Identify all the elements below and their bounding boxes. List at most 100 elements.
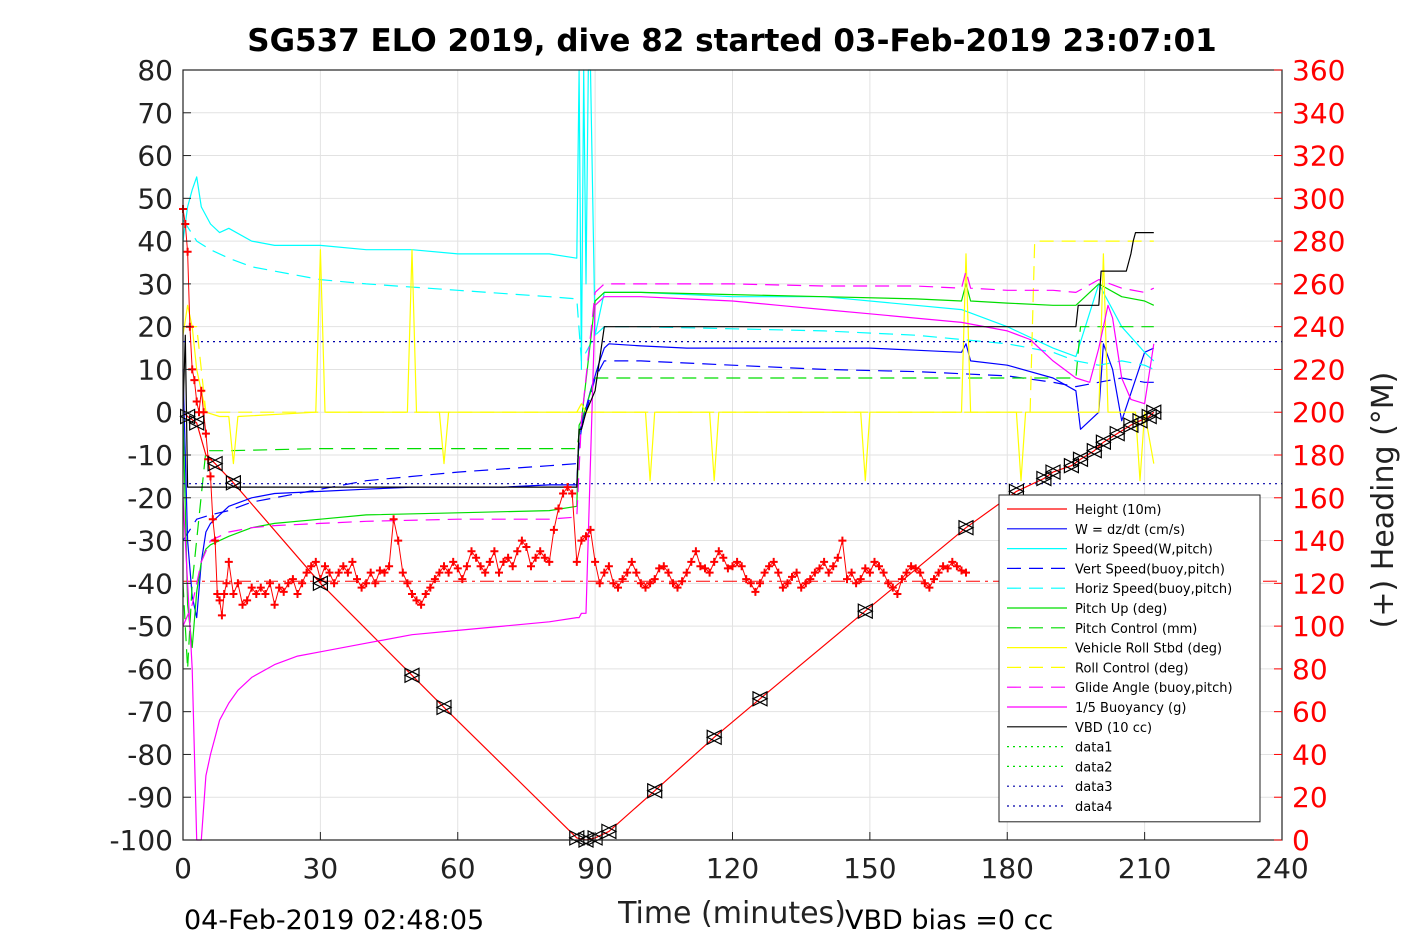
heading-point [861,564,870,573]
legend-label: Vehicle Roll Stbd (deg) [1075,642,1222,657]
heading-point [655,564,664,573]
heading-point [197,386,206,395]
heading-point [211,536,220,545]
y-axis-right: 3603403203002802602402202001801601401201… [1274,54,1345,857]
heading-point [572,557,581,566]
y-right-tick-label: 140 [1292,525,1345,558]
heading-point [545,557,554,566]
series-line-8 [183,240,1154,413]
heading-point [852,579,861,588]
y-tick-label: -20 [127,482,173,515]
heading-point [293,590,302,598]
heading-point [217,611,226,620]
legend-label: Pitch Control (mm) [1075,622,1197,637]
y-right-tick-label: 240 [1292,311,1345,344]
x-tick-label: 210 [1118,852,1171,885]
heading-point [215,596,224,605]
legend-label: Pitch Up (deg) [1075,602,1167,617]
y-axis-left: 80 70 60 50 40 30 20 10 0 -10 -20 -30 -40 -50 -60 -70 -8… [109,54,191,857]
heading-point [595,579,604,588]
heading-point [865,568,874,577]
heading-point [788,572,796,581]
heading-point [769,557,778,566]
heading-point [920,579,929,588]
heading-point [270,600,279,609]
heading-point [426,583,435,592]
heading-point [417,600,426,609]
y-right-tick-label: 60 [1292,696,1328,729]
heading-point [321,562,329,571]
heading-point [208,515,217,524]
height-marker-back [600,823,617,840]
end-timestamp: 04-Feb-2019 02:48:05 [184,905,484,936]
height-marker-back [705,729,722,746]
heading-point [389,515,398,524]
series-line-3 [182,360,1154,541]
heading-point [302,568,311,577]
heading-point [563,483,572,492]
heading-point [449,557,458,566]
heading-point [957,566,966,575]
heading-point [199,408,208,417]
heading-point [897,575,906,584]
heading-point [334,568,343,577]
series-line-4 [182,219,1155,370]
heading-point [554,504,563,513]
heading-point [879,568,888,577]
heading-point [353,575,361,584]
heading-point [568,489,577,498]
heading-point [714,547,723,556]
heading-point [614,583,622,592]
heading-point [893,590,902,598]
heading-point [691,547,700,556]
y-right-tick-label: 0 [1292,824,1310,857]
heading-point [430,575,439,584]
heading-point [275,583,284,592]
heading-point [664,568,673,577]
legend-label: Horiz Speed(W,pitch) [1075,543,1213,558]
heading-point [256,583,265,592]
height-marker-back [312,575,328,592]
heading-point [485,557,494,566]
heading-point [650,575,659,584]
heading-point [307,562,316,571]
y-tick-label: 0 [155,396,173,429]
heading-point [206,472,215,481]
x-tick-label: 180 [981,852,1034,885]
heading-point [962,568,970,577]
series-line-11 [182,232,1154,488]
heading-point [751,587,760,596]
heading-point [939,562,948,571]
heading-point [930,575,938,584]
heading-point [476,562,485,571]
y-right-tick-label: 180 [1292,439,1345,472]
heading-point [934,568,943,577]
heading-point [687,557,696,566]
heading-point [504,553,513,562]
heading-point [183,247,192,256]
heading-point [600,568,609,577]
heading-point [810,568,819,577]
legend-label: data1 [1075,741,1113,756]
y-right-tick-label: 340 [1292,97,1345,130]
y-tick-label: -100 [109,824,173,857]
heading-point [311,557,320,566]
heading-point [682,568,691,577]
heading-point [252,590,261,598]
y-right-tick-label: 160 [1292,482,1345,515]
heading-point [829,562,838,571]
series-line-10 [182,296,1155,841]
y-tick-label: 50 [137,182,173,215]
heading-point [833,553,842,562]
heading-point [330,579,339,588]
heading-point [774,568,783,577]
heading-series-layer [179,205,970,620]
heading-point [540,553,549,562]
height-marker-back [856,603,873,620]
legend-label: data3 [1075,780,1113,795]
heading-point [279,587,288,596]
heading-point [952,562,961,571]
height-marker-back [403,667,420,684]
heading-point [366,568,375,577]
